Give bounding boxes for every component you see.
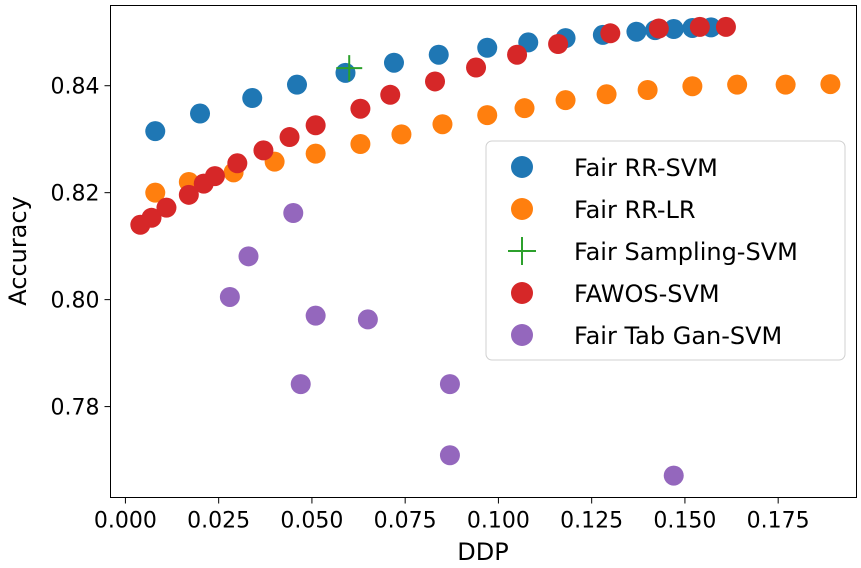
data-point [242,88,263,109]
data-point [514,98,535,119]
data-point [682,76,703,97]
y-tick-label: 0.82 [51,182,100,207]
x-tick-label: 0.175 [747,509,810,534]
legend-label: Fair RR-SVM [574,154,718,182]
data-point [283,202,304,223]
series-2 [336,55,363,82]
legend-label: Fair RR-LR [574,196,696,224]
data-point [715,16,736,37]
data-point [287,74,307,95]
x-tick-label: 0.075 [374,509,437,534]
data-point [227,153,248,174]
data-point [383,52,404,73]
data-point [279,127,300,148]
y-tick-label: 0.78 [51,396,100,421]
data-point [689,16,710,37]
data-point [432,114,453,135]
data-point [219,286,240,307]
legend: Fair RR-SVM Fair RR-LR Fair Sampling-SVM FA… [485,140,846,361]
data-point [145,182,166,203]
x-tick-label: 0.025 [187,509,250,534]
data-point [775,74,796,95]
x-tick-label: 0.050 [280,509,343,534]
data-point [190,103,211,124]
legend-label: FAWOS-SVM [574,280,720,308]
data-point [350,134,371,155]
data-point [477,105,498,126]
legend-marker [508,237,536,265]
data-point [648,18,669,39]
plot-frame [110,5,857,498]
data-point [477,37,498,58]
x-axis-label: DDP [457,538,508,566]
series-1 [145,74,841,203]
data-point [596,84,617,105]
data-point [178,184,199,205]
data-point [626,21,647,42]
data-point [156,197,177,218]
series-3 [130,16,736,235]
data-point [555,90,576,111]
y-axis-label: Accuracy [4,196,32,306]
data-point [290,374,311,395]
data-point [357,309,378,330]
x-tick-label: 0.100 [467,509,530,534]
data-point [507,44,528,65]
data-point [663,465,684,486]
data-point [439,445,460,466]
data-point [380,84,401,105]
data-point [145,121,166,142]
x-tick-label: 0.150 [653,509,716,534]
data-point [391,124,412,145]
legend-item: Fair Sampling-SVM [508,237,798,266]
data-point [466,57,487,78]
data-point [238,246,259,267]
data-point [305,115,326,136]
data-point [253,140,274,161]
y-axis-ticks: 0.78 0.80 0.82 0.84 [51,75,111,421]
x-tick-label: 0.000 [94,509,157,534]
legend-item: Fair RR-LR [511,196,696,224]
data-point [548,34,569,55]
data-point [428,44,449,65]
legend-item: FAWOS-SVM [511,280,720,308]
data-marks [130,16,841,486]
data-point [439,374,460,395]
data-point [425,71,446,92]
data-point [204,166,225,187]
data-point [335,62,356,83]
x-axis-ticks: 0.000 0.025 0.050 0.075 0.100 0.125 0.150 0.175 [94,497,810,534]
x-tick-label: 0.125 [560,509,623,534]
legend-item: Fair RR-SVM [511,154,718,182]
data-point [600,23,621,44]
legend-marker [511,282,533,304]
y-tick-label: 0.84 [51,75,100,100]
data-point [727,74,748,95]
legend-label: Fair Sampling-SVM [574,238,798,266]
data-point [350,98,371,119]
data-point [305,143,326,164]
data-point [336,55,363,82]
data-point [663,19,684,40]
data-point [820,74,841,95]
data-point [637,79,658,100]
legend-label: Fair Tab Gan-SVM [574,322,782,350]
legend-item: Fair Tab Gan-SVM [511,322,782,350]
legend-marker [511,324,533,346]
y-tick-label: 0.80 [51,289,100,314]
legend-marker [511,198,533,220]
data-point [141,207,162,228]
series-4 [219,202,684,486]
data-point [305,305,326,326]
legend-box [485,140,846,361]
legend-marker [511,156,533,178]
